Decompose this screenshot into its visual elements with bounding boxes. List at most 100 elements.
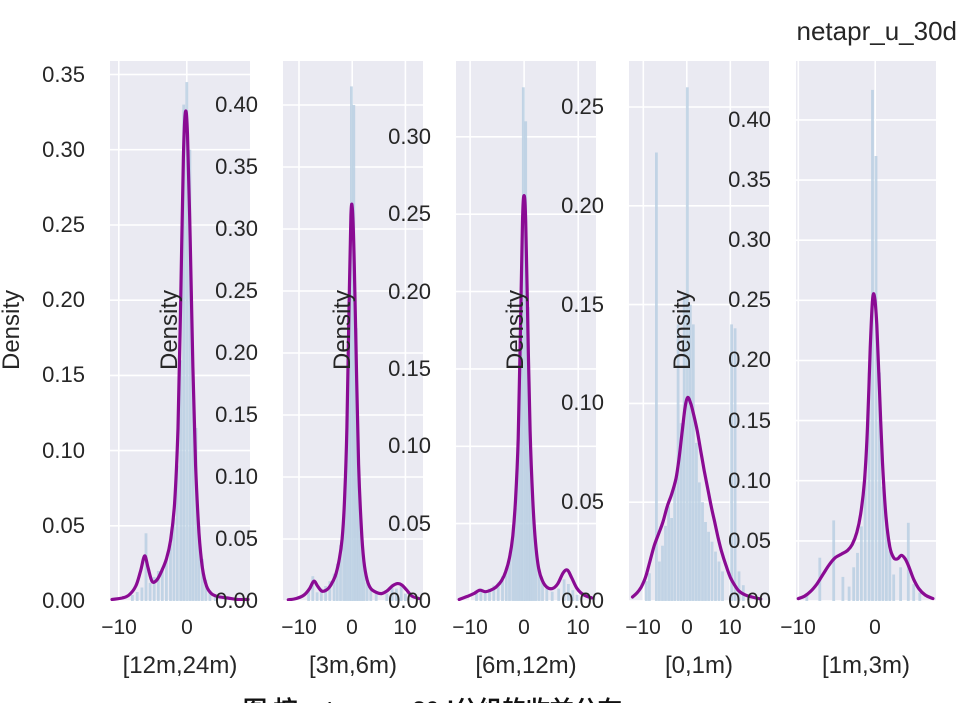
histogram-bar [685, 87, 689, 601]
histogram-bar [688, 304, 692, 601]
histogram-bar [526, 307, 530, 601]
histogram-bar [664, 525, 667, 601]
histogram-bar [730, 324, 733, 601]
histogram-bar [342, 514, 346, 601]
x-tick-label: 0 [681, 616, 693, 639]
histogram-bar [805, 593, 809, 601]
histogram-bar [860, 526, 863, 601]
y-tick-label: 0.15 [728, 408, 771, 433]
y-tick-label: 0.35 [728, 167, 771, 192]
y-tick-label: 0.20 [42, 287, 85, 312]
histogram-bar [885, 522, 888, 601]
histogram-bar [332, 573, 336, 601]
histogram-bar [475, 593, 478, 601]
y-tick-label: 0.10 [561, 390, 604, 415]
x-tick-label: −10 [625, 616, 661, 639]
y-tick-label: 0.40 [728, 107, 771, 132]
y-tick-label: 0.15 [388, 356, 431, 381]
facet-chart-[12m,24m) [110, 61, 250, 601]
figure-caption-clipped: 图 按netapr_u_30d分组的收益分布 [243, 690, 803, 703]
histogram-bar [571, 590, 575, 601]
histogram-bar [496, 582, 500, 601]
histogram-bar [404, 593, 407, 601]
histogram-bar [483, 591, 487, 601]
facet-category-label: [0,1m) [664, 652, 733, 679]
histogram-bar [878, 372, 881, 601]
histogram-bar [733, 328, 737, 601]
histogram-bar [717, 561, 721, 601]
facet-panel-[0,1m) [629, 61, 769, 601]
histogram-bar [912, 584, 916, 601]
x-tick-label: 10 [393, 616, 417, 639]
histogram-bar [701, 502, 704, 601]
y-tick-label: 0.25 [215, 278, 258, 303]
x-tick-label: 0 [181, 616, 193, 639]
histogram-bar [399, 586, 403, 601]
histogram-bar [667, 506, 670, 601]
histogram-bar [508, 557, 511, 601]
facet-chart-[1m,3m) [796, 61, 936, 601]
histogram-bar [357, 470, 360, 601]
facet-chart-[6m,12m) [456, 61, 596, 601]
histogram-bar [841, 576, 845, 601]
y-tick-label: 0.35 [215, 154, 258, 179]
y-tick-label: 0.40 [215, 92, 258, 117]
x-tick-label: −10 [281, 616, 317, 639]
histogram-bar [307, 591, 310, 601]
histogram-bar [488, 588, 491, 601]
y-tick-label: 0.25 [728, 287, 771, 312]
histogram-bar [354, 328, 358, 601]
histogram-bar [856, 552, 859, 601]
histogram-bar [179, 360, 183, 601]
facet-category-label: [6m,12m) [475, 652, 577, 679]
histogram-bar [359, 532, 363, 601]
histogram-bar [737, 571, 741, 601]
histogram-bar [374, 593, 378, 601]
histogram-bar [511, 539, 515, 601]
y-tick-label: 0.05 [42, 513, 85, 538]
histogram-bar [197, 525, 201, 601]
facet-category-label: [12m,24m) [122, 652, 238, 679]
histogram-bar [881, 486, 885, 601]
y-tick-label: 0.05 [728, 528, 771, 553]
histogram-bar [514, 508, 517, 601]
histogram-bar [534, 551, 538, 601]
histogram-bar [201, 558, 204, 601]
facet-chart-[3m,6m) [283, 61, 423, 601]
y-tick-label: 0.20 [388, 279, 431, 304]
facet-panel-[6m,12m) [456, 61, 596, 601]
y-axis-label-density: Density [156, 289, 183, 371]
facet-chart-[0,1m) [629, 61, 769, 601]
histogram-bar [524, 121, 528, 601]
histogram-bar [691, 324, 695, 601]
y-axis-label-density: Density [669, 289, 696, 371]
histogram-bar [191, 367, 195, 601]
histogram-bar [175, 465, 179, 601]
histogram-bar [144, 533, 148, 601]
y-axis-label-density: Density [502, 289, 529, 371]
y-tick-label: 0.25 [42, 212, 85, 237]
histogram-bar [658, 561, 661, 601]
histogram-bar [545, 588, 549, 601]
kde-curve [457, 193, 594, 601]
histogram-bar [537, 570, 541, 601]
histogram-bar [567, 584, 570, 601]
histogram-bar [350, 86, 353, 601]
histogram-bar [695, 442, 698, 601]
y-tick-label: 0.15 [561, 292, 604, 317]
histogram-bar [185, 82, 189, 601]
y-tick-label: 0.20 [728, 347, 771, 372]
y-tick-label: 0.00 [388, 588, 431, 613]
y-tick-label: 0.00 [728, 588, 771, 613]
y-tick-label: 0.10 [42, 438, 85, 463]
histogram-bar [698, 482, 701, 601]
histogram-bar [670, 518, 673, 601]
histogram-bar [852, 567, 856, 601]
histogram-bar [395, 588, 398, 601]
histogram-bar [315, 592, 319, 601]
y-tick-label: 0.30 [388, 124, 431, 149]
histogram-bar [344, 464, 348, 601]
histogram-bar [172, 518, 176, 601]
y-axis-label-density: Density [0, 289, 25, 371]
